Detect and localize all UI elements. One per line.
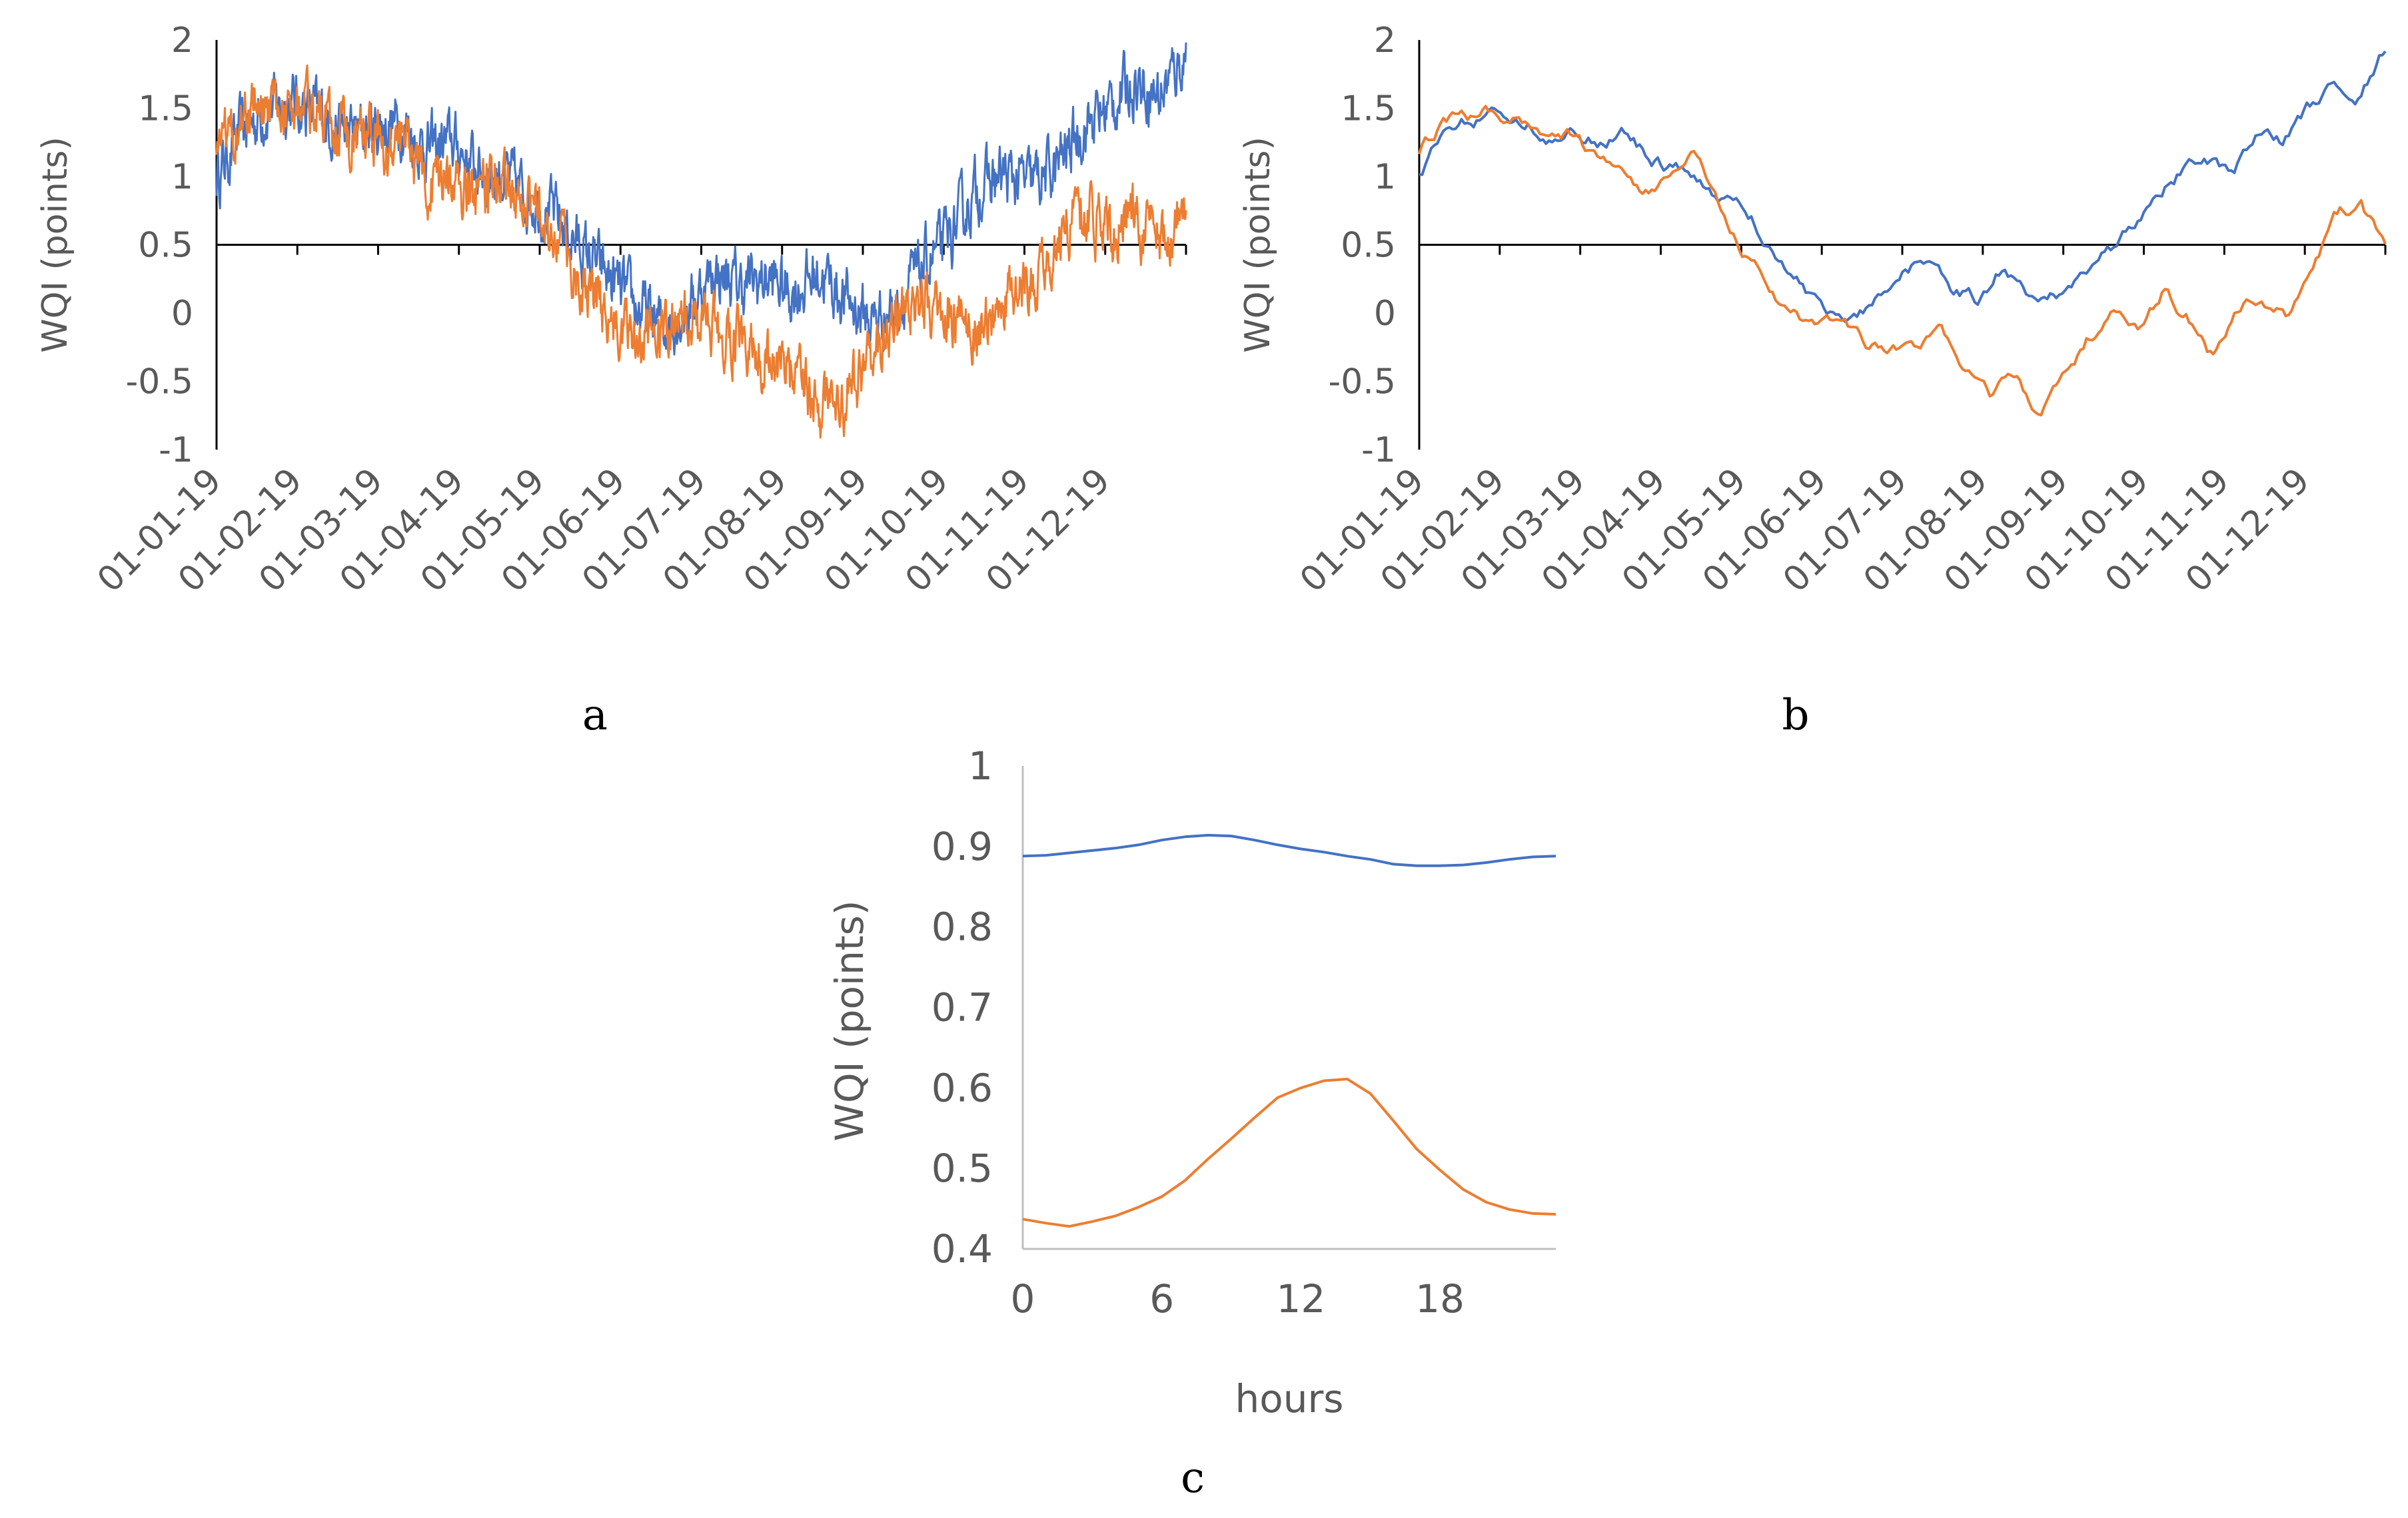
y-tick-label: 1	[968, 743, 993, 789]
y-tick-label: -1	[159, 430, 193, 470]
panel-c-chart: 1 0.9 0.8 0.7 0.6 0.5 0.4 0 6 12 18 WQI (points) hou…	[827, 743, 1556, 1421]
y-tick-label: 0.9	[931, 824, 993, 869]
y-tick-label: -1	[1361, 430, 1396, 470]
y-tick-label: 1	[1374, 157, 1396, 197]
y-tick-label: 1	[171, 157, 193, 197]
x-tick-label: 0	[1011, 1276, 1035, 1322]
panel-label-c: c	[1181, 1453, 1205, 1503]
y-tick-label: -0.5	[1329, 362, 1396, 402]
y-axis-title: WQI (points)	[35, 137, 75, 353]
panel-label-b: b	[1782, 691, 1810, 740]
series-line-1	[1419, 50, 2387, 323]
series-line-2	[215, 64, 1187, 439]
series-line-2	[1022, 1078, 1556, 1228]
y-tick-label: 0.6	[931, 1065, 993, 1110]
x-tick-label: 12	[1276, 1276, 1325, 1322]
y-tick-label: 0.5	[931, 1146, 993, 1191]
series-line-1	[1022, 833, 1556, 867]
y-tick-label: 0.5	[1341, 226, 1396, 266]
y-tick-label: 0.8	[931, 905, 993, 950]
y-tick-label: 1.5	[138, 89, 193, 129]
y-axis-title: WQI (points)	[1238, 137, 1278, 353]
series-line-1	[215, 42, 1187, 356]
x-axis-title: hours	[1235, 1376, 1343, 1421]
y-tick-label: 0.4	[931, 1226, 993, 1272]
x-tick-label: 18	[1415, 1276, 1465, 1322]
y-tick-label: 0	[171, 294, 193, 334]
y-tick-label: 2	[171, 21, 193, 61]
x-tick-label: 6	[1149, 1276, 1174, 1322]
y-tick-label: -0.5	[126, 362, 193, 402]
series-line-2	[1418, 105, 2387, 417]
y-tick-label: 0.5	[138, 226, 193, 266]
y-tick-label: 0	[1374, 294, 1396, 334]
y-tick-label: 2	[1374, 21, 1396, 61]
y-tick-label: 1.5	[1341, 89, 1396, 129]
panel-label-a: a	[582, 691, 608, 740]
y-axis-title: WQI (points)	[827, 901, 872, 1142]
y-tick-label: 0.7	[931, 985, 993, 1030]
